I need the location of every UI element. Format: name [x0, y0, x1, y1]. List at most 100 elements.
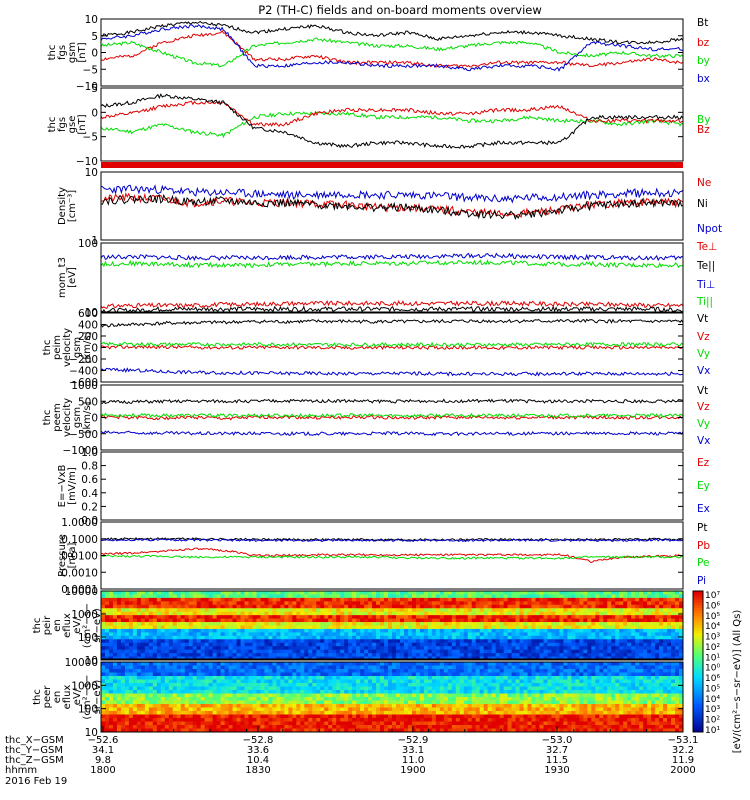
heatmap-cell	[539, 693, 544, 698]
heatmap-cell	[108, 646, 114, 651]
heatmap-cell	[240, 646, 245, 651]
heatmap-cell	[611, 618, 616, 623]
heatmap-cell	[180, 601, 186, 606]
heatmap-cell	[388, 679, 393, 684]
heatmap-cell	[364, 676, 369, 680]
heatmap-cell	[216, 628, 221, 633]
heatmap-cell	[320, 649, 325, 654]
heatmap-cell	[384, 639, 389, 644]
heatmap-cell	[507, 597, 512, 602]
heatmap-cell	[559, 594, 564, 599]
heatmap-cell	[252, 700, 257, 705]
heatmap-cell	[224, 672, 229, 677]
heatmap-cell	[308, 665, 313, 670]
heatmap-cell	[184, 597, 190, 602]
heatmap-cell	[344, 683, 349, 687]
heatmap-cell	[296, 591, 301, 595]
heatmap-cell	[228, 646, 233, 651]
heatmap-cell	[232, 700, 237, 705]
heatmap-cell	[152, 704, 158, 708]
heatmap-cell	[212, 649, 218, 654]
y-tick-label: −1000	[62, 445, 98, 457]
heatmap-cell	[507, 649, 512, 654]
heatmap-cell	[248, 697, 253, 701]
heatmap-cell	[160, 594, 166, 599]
heatmap-cell	[415, 618, 421, 623]
heatmap-cell	[104, 604, 110, 609]
heatmap-cell	[160, 601, 166, 606]
heatmap-cell	[643, 700, 648, 705]
heatmap-cell	[535, 676, 540, 680]
heatmap-cell	[435, 693, 441, 698]
heatmap-cell	[667, 693, 672, 698]
heatmap-cell	[671, 632, 676, 637]
heatmap-cell	[671, 693, 676, 698]
heatmap-cell	[200, 594, 206, 599]
heatmap-cell	[467, 639, 473, 644]
heatmap-cell	[467, 628, 473, 633]
heatmap-cell	[679, 622, 684, 626]
heatmap-cell	[384, 665, 389, 670]
heatmap-cell	[268, 653, 273, 657]
heatmap-cell	[579, 693, 584, 698]
heatmap-cell	[244, 662, 249, 666]
heatmap-cell	[431, 608, 437, 613]
heatmap-cell	[101, 594, 106, 599]
heatmap-cell	[451, 594, 457, 599]
heatmap-cell	[587, 690, 592, 694]
y-axis-label-line: gse	[67, 116, 78, 134]
heatmap-cell	[455, 597, 461, 602]
heatmap-cell	[579, 662, 584, 666]
heatmap-cell	[423, 656, 429, 661]
heatmap-cell	[667, 615, 672, 619]
heatmap-cell	[260, 665, 265, 670]
heatmap-cell	[204, 679, 210, 684]
heatmap-cell	[655, 594, 660, 599]
heatmap-cell	[364, 591, 369, 595]
heatmap-cell	[575, 639, 580, 644]
heatmap-cell	[635, 625, 640, 630]
heatmap-cell	[204, 662, 210, 666]
heatmap-cell	[336, 693, 341, 698]
heatmap-cell	[535, 632, 540, 637]
heatmap-cell	[679, 665, 684, 670]
heatmap-cell	[392, 591, 397, 595]
heatmap-cell	[336, 669, 341, 673]
heatmap-cell	[184, 632, 190, 637]
heatmap-cell	[224, 683, 229, 687]
heatmap-cell	[667, 686, 672, 691]
heatmap-cell	[304, 625, 309, 630]
heatmap-cell	[479, 686, 485, 691]
heatmap-cell	[667, 656, 672, 661]
heatmap-cell	[443, 665, 449, 670]
heatmap-cell	[392, 622, 397, 626]
heatmap-cell	[403, 591, 409, 595]
legend-entry: Ti||	[696, 296, 713, 308]
heatmap-cell	[136, 700, 142, 705]
heatmap-cell	[192, 608, 198, 613]
heatmap-cell	[280, 632, 285, 637]
heatmap-cell	[372, 625, 377, 630]
y-axis-label-line: mom_t3	[57, 257, 68, 298]
heatmap-cell	[647, 601, 652, 606]
heatmap-cell	[407, 669, 413, 673]
heatmap-cell	[623, 676, 628, 680]
heatmap-cell	[443, 632, 449, 637]
heatmap-cell	[555, 700, 560, 705]
heatmap-cell	[651, 690, 656, 694]
heatmap-cell	[547, 679, 552, 684]
heatmap-cell	[471, 604, 477, 609]
heatmap-cell	[248, 686, 253, 691]
heatmap-cell	[152, 622, 158, 626]
heatmap-cell	[463, 618, 469, 623]
heatmap-cell	[539, 700, 544, 705]
heatmap-cell	[531, 622, 536, 626]
heatmap-cell	[679, 642, 684, 647]
heatmap-cell	[276, 642, 281, 647]
heatmap-cell	[276, 628, 281, 633]
heatmap-cell	[487, 611, 493, 616]
heatmap-cell	[124, 646, 130, 651]
heatmap-cell	[675, 697, 680, 701]
heatmap-cell	[515, 683, 520, 687]
heatmap-cell	[172, 700, 178, 705]
